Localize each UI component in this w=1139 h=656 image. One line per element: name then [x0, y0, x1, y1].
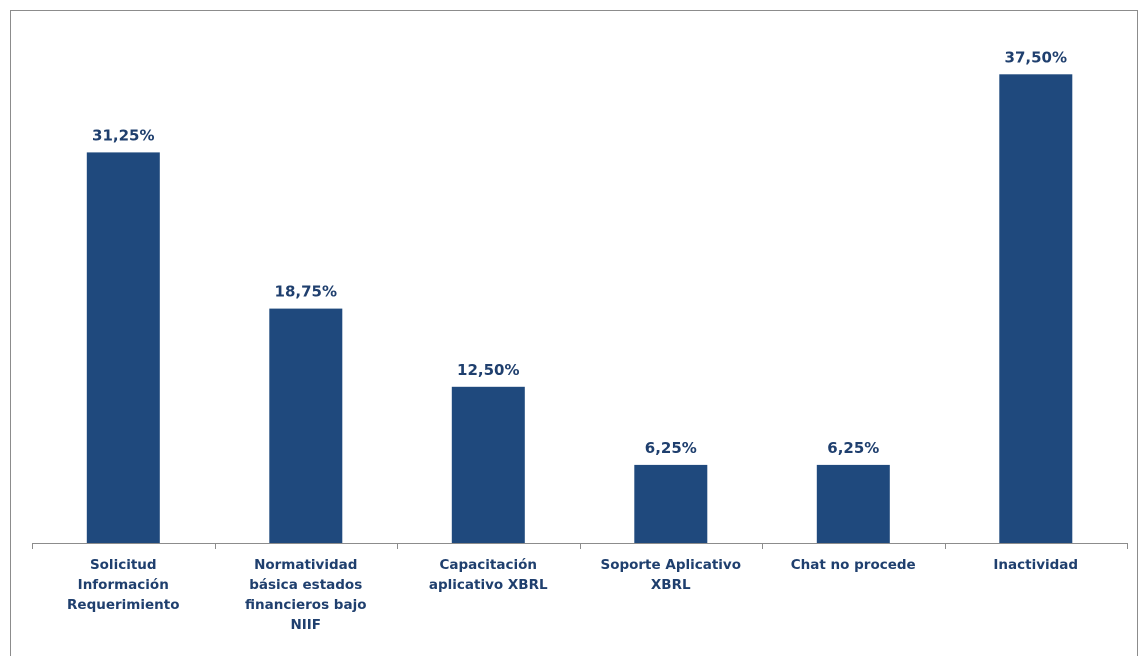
category-label-line: Requerimiento	[67, 597, 180, 613]
chart-frame	[10, 10, 1138, 656]
category-label-line: Inactividad	[993, 557, 1079, 573]
category-label-line: Chat no procede	[790, 557, 916, 573]
bar-2	[269, 308, 343, 543]
category-label-line: Normatividad	[254, 557, 358, 573]
category-label-line: XBRL	[650, 577, 691, 593]
bar-5	[816, 464, 890, 543]
category-label-6: Inactividad	[945, 555, 1128, 575]
category-label-5: Chat no procede	[762, 555, 945, 575]
category-label-1: Solicitud Información Requerimiento	[32, 555, 215, 615]
category-label-line: NIIF	[290, 617, 322, 633]
bar-6	[999, 74, 1073, 544]
data-label-4: 6,25%	[645, 439, 697, 457]
category-label-4: Soporte Aplicativo XBRL	[580, 555, 763, 595]
category-label-line: Soporte Aplicativo	[600, 557, 742, 573]
category-label-line: Solicitud	[89, 557, 157, 573]
bar-1	[86, 152, 160, 543]
bar-3	[451, 386, 525, 544]
category-label-line: financieros bajo	[245, 597, 367, 613]
data-label-6: 37,50%	[1005, 48, 1067, 66]
data-label-1: 31,25%	[92, 126, 154, 144]
bar-4	[634, 464, 708, 543]
category-label-line: aplicativo XBRL	[428, 577, 548, 593]
data-label-2: 18,75%	[275, 283, 337, 301]
category-label-2: Normatividad básica estados financieros ba…	[215, 555, 398, 635]
category-label-line: básica estados	[249, 577, 363, 593]
category-label-line: Capacitación	[439, 557, 538, 573]
data-label-3: 12,50%	[457, 361, 519, 379]
category-label-line: Información	[77, 577, 169, 593]
category-label-3: Capacitación aplicativo XBRL	[397, 555, 580, 595]
data-label-5: 6,25%	[827, 439, 879, 457]
